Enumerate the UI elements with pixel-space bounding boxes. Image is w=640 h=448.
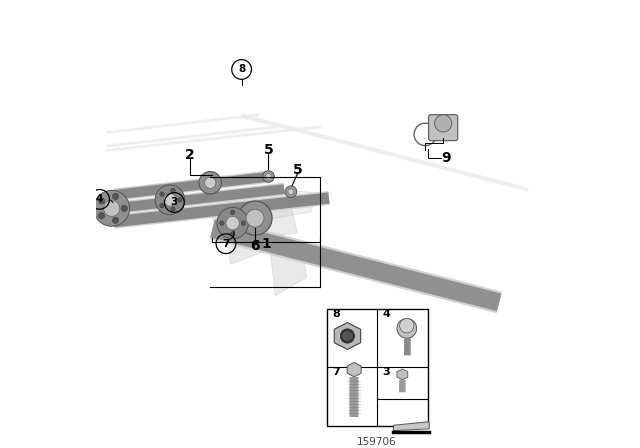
Circle shape xyxy=(205,177,216,189)
Circle shape xyxy=(104,200,120,216)
Circle shape xyxy=(288,189,294,194)
Polygon shape xyxy=(397,369,408,380)
Polygon shape xyxy=(394,422,429,431)
Text: 5: 5 xyxy=(264,143,273,157)
Circle shape xyxy=(113,193,118,199)
Circle shape xyxy=(113,217,118,224)
Circle shape xyxy=(160,192,164,196)
Circle shape xyxy=(226,216,239,230)
Text: 6: 6 xyxy=(250,238,260,253)
Circle shape xyxy=(220,221,224,225)
Text: 4: 4 xyxy=(383,309,390,319)
Circle shape xyxy=(238,201,272,235)
Circle shape xyxy=(160,203,164,208)
Circle shape xyxy=(342,331,353,341)
Circle shape xyxy=(121,205,127,211)
Text: 7: 7 xyxy=(332,367,340,377)
Circle shape xyxy=(241,221,246,225)
Circle shape xyxy=(171,188,175,193)
Text: 9: 9 xyxy=(442,151,451,165)
Circle shape xyxy=(93,190,129,226)
Text: 8: 8 xyxy=(238,65,245,74)
Circle shape xyxy=(397,319,417,338)
Circle shape xyxy=(171,207,175,211)
Circle shape xyxy=(177,198,182,202)
Circle shape xyxy=(266,174,271,179)
Circle shape xyxy=(435,115,452,132)
Text: 3: 3 xyxy=(383,367,390,377)
Text: 7: 7 xyxy=(222,239,230,249)
Text: 1: 1 xyxy=(261,237,271,251)
Circle shape xyxy=(99,212,105,219)
Circle shape xyxy=(399,319,414,333)
Polygon shape xyxy=(271,242,307,296)
Polygon shape xyxy=(347,362,361,377)
Circle shape xyxy=(230,232,235,236)
Circle shape xyxy=(199,172,221,194)
Polygon shape xyxy=(253,197,298,237)
Circle shape xyxy=(217,207,248,239)
FancyBboxPatch shape xyxy=(429,115,458,141)
Polygon shape xyxy=(334,323,360,349)
Circle shape xyxy=(285,186,297,198)
Polygon shape xyxy=(212,188,316,228)
Circle shape xyxy=(164,194,176,206)
Text: 159706: 159706 xyxy=(357,437,397,447)
Polygon shape xyxy=(226,211,266,264)
Text: 3: 3 xyxy=(171,198,178,207)
Text: 2: 2 xyxy=(185,147,195,162)
Circle shape xyxy=(262,171,275,182)
Circle shape xyxy=(99,198,105,204)
Text: 8: 8 xyxy=(332,309,340,319)
Circle shape xyxy=(340,329,355,343)
Circle shape xyxy=(246,209,264,227)
Text: 4: 4 xyxy=(96,194,103,204)
Circle shape xyxy=(155,185,185,215)
Bar xyxy=(326,309,428,426)
Text: 5: 5 xyxy=(292,163,303,177)
Circle shape xyxy=(230,210,235,215)
